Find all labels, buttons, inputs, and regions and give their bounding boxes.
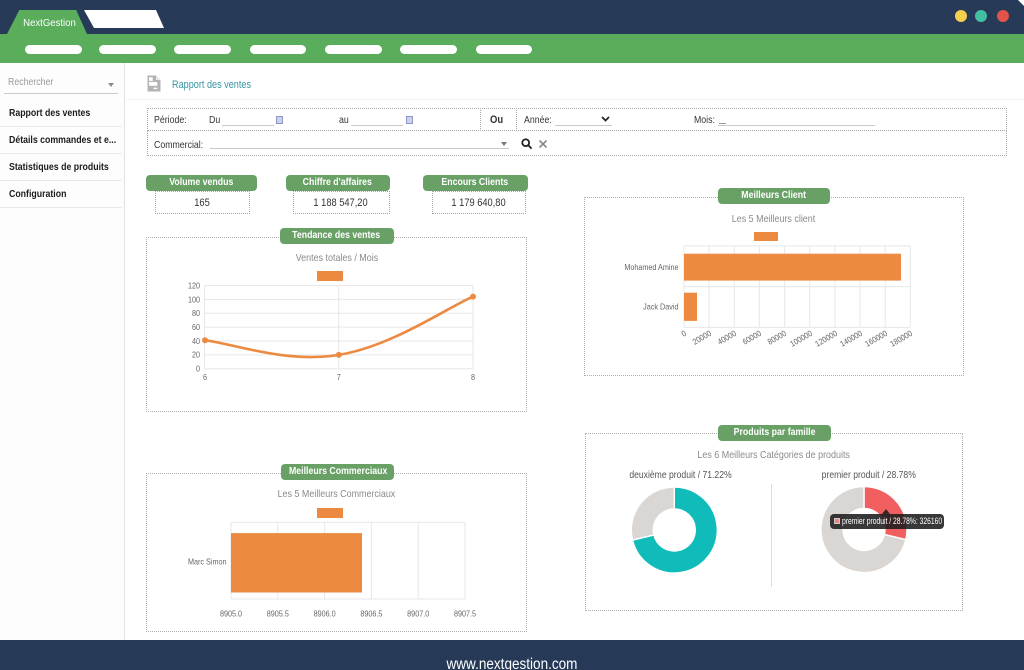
svg-text:80: 80 bbox=[192, 309, 201, 319]
svg-text:40000: 40000 bbox=[716, 328, 739, 347]
svg-text:160000: 160000 bbox=[863, 328, 889, 349]
svg-text:8905.0: 8905.0 bbox=[220, 609, 243, 619]
svg-text:Marc Simon: Marc Simon bbox=[188, 557, 227, 567]
svg-text:7: 7 bbox=[337, 372, 341, 382]
svg-text:120: 120 bbox=[188, 281, 201, 291]
svg-text:140000: 140000 bbox=[838, 328, 864, 349]
svg-text:8: 8 bbox=[471, 372, 476, 382]
svg-text:100: 100 bbox=[188, 295, 201, 305]
svg-text:40: 40 bbox=[192, 336, 201, 346]
svg-text:60: 60 bbox=[192, 322, 201, 332]
svg-text:180000: 180000 bbox=[888, 328, 914, 349]
svg-text:0: 0 bbox=[680, 328, 689, 339]
svg-text:Jack David: Jack David bbox=[643, 302, 678, 312]
svg-text:8906.0: 8906.0 bbox=[314, 609, 337, 619]
svg-text:80000: 80000 bbox=[766, 328, 789, 347]
svg-text:60000: 60000 bbox=[741, 328, 764, 347]
svg-text:20: 20 bbox=[192, 350, 201, 360]
svg-text:8905.5: 8905.5 bbox=[267, 609, 290, 619]
svg-text:8907.5: 8907.5 bbox=[454, 609, 477, 619]
svg-text:8906.5: 8906.5 bbox=[360, 609, 383, 619]
svg-text:20000: 20000 bbox=[691, 328, 714, 347]
svg-text:100000: 100000 bbox=[788, 328, 814, 349]
svg-text:120000: 120000 bbox=[813, 328, 839, 349]
svg-text:6: 6 bbox=[203, 372, 208, 382]
svg-text:0: 0 bbox=[196, 364, 201, 374]
svg-text:8907.0: 8907.0 bbox=[407, 609, 430, 619]
svg-text:Mohamed Amine: Mohamed Amine bbox=[624, 262, 678, 272]
